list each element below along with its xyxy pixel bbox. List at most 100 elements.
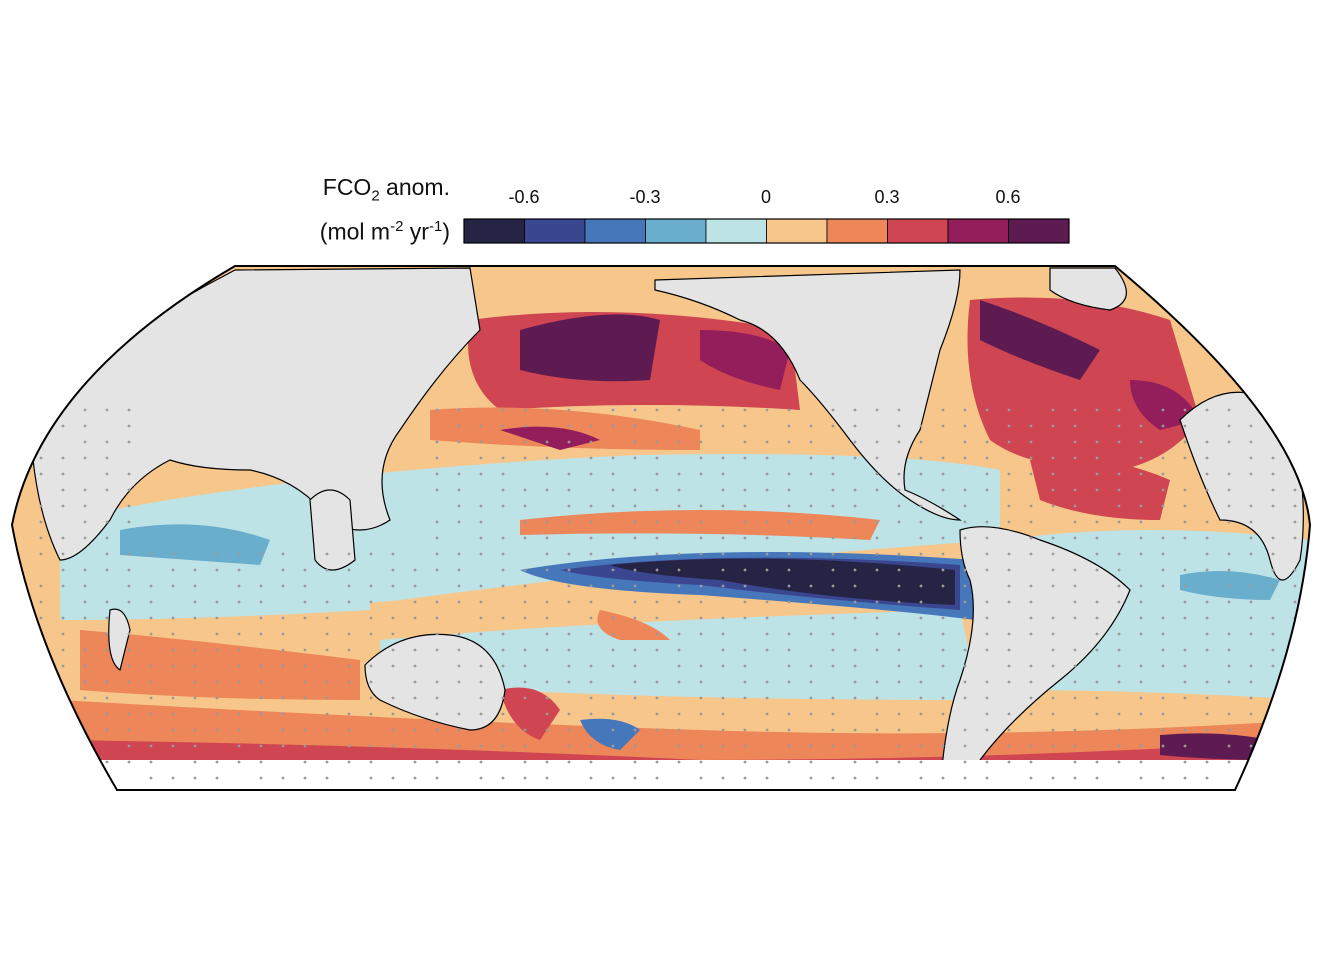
stipple-dot (281, 632, 285, 636)
stipple-dot (457, 600, 461, 604)
stipple-dot (611, 584, 615, 588)
stipple-dot (1029, 440, 1033, 444)
stipple-dot (501, 648, 505, 652)
stipple-dot (127, 520, 131, 524)
stipple-dot (391, 568, 395, 572)
stipple-dot (677, 760, 681, 764)
stipple-dot (127, 440, 131, 444)
stipple-dot (589, 552, 593, 556)
stipple-dot (875, 776, 879, 780)
stipple-dot (941, 696, 945, 700)
stipple-dot (831, 552, 835, 556)
stipple-dot (677, 664, 681, 668)
stipple-dot (1139, 664, 1143, 668)
stipple-dot (105, 632, 109, 636)
stipple-dot (1161, 552, 1165, 556)
stipple-dot (127, 424, 131, 428)
stipple-dot (1073, 664, 1077, 668)
stipple-dot (501, 536, 505, 540)
stipple-dot (1051, 616, 1055, 620)
stipple-dot (1227, 632, 1231, 636)
stipple-dot (985, 616, 989, 620)
stipple-dot (1205, 552, 1209, 556)
stipple-dot (259, 552, 263, 556)
stipple-dot (1316, 553, 1319, 556)
stipple-dot (809, 712, 813, 716)
stipple-dot (1249, 776, 1253, 780)
stipple-dot (523, 440, 527, 444)
stipple-dot (281, 776, 285, 780)
stipple-dot (1249, 632, 1253, 636)
stipple-dot (1293, 456, 1297, 460)
stipple-dot (809, 520, 813, 524)
stipple-dot (1205, 568, 1209, 572)
stipple-dot (985, 568, 989, 572)
stipple-dot (1007, 504, 1011, 508)
australia-landmass (364, 633, 506, 731)
stipple-dot (369, 696, 373, 700)
stipple-dot (1051, 648, 1055, 652)
stipple-dot (589, 776, 593, 780)
stipple-dot (1316, 713, 1319, 716)
stipple-dot (523, 520, 527, 524)
stipple-dot (1316, 409, 1319, 412)
stipple-dot (215, 680, 219, 684)
stipple-dot (765, 536, 769, 540)
stipple-dot (149, 600, 153, 604)
colorbar-title: FCO2 anom. (322, 174, 450, 205)
stipple-dot (1249, 504, 1253, 508)
stipple-dot (1271, 504, 1275, 508)
stipple-dot (281, 568, 285, 572)
stipple-dot (611, 696, 615, 700)
stipple-dot (831, 456, 835, 460)
stipple-dot (1095, 440, 1099, 444)
stipple-dot (1271, 712, 1275, 716)
stipple-dot (721, 408, 725, 412)
stipple-dot (435, 728, 439, 732)
stipple-dot (127, 600, 131, 604)
stipple-dot (567, 440, 571, 444)
stipple-dot (281, 584, 285, 588)
stipple-dot (303, 584, 307, 588)
stipple-dot (985, 472, 989, 476)
stipple-dot (567, 408, 571, 412)
stipple-dot (435, 536, 439, 540)
stipple-dot (1117, 728, 1121, 732)
stipple-dot (215, 632, 219, 636)
stipple-dot (677, 584, 681, 588)
stipple-dot (743, 584, 747, 588)
stipple-dot (1316, 537, 1319, 540)
stipple-dot (281, 552, 285, 556)
stipple-dot (1161, 408, 1165, 412)
stipple-dot (1183, 680, 1187, 684)
stipple-dot (1007, 664, 1011, 668)
stipple-dot (699, 616, 703, 620)
stipple-dot (809, 472, 813, 476)
stipple-dot (193, 648, 197, 652)
stipple-dot (413, 744, 417, 748)
stipple-dot (963, 584, 967, 588)
stipple-dot (1293, 424, 1297, 428)
stipple-dot (479, 440, 483, 444)
stipple-dot (545, 728, 549, 732)
stipple-dot (743, 424, 747, 428)
stipple-dot (1316, 617, 1319, 620)
stipple-dot (1205, 728, 1209, 732)
stipple-dot (369, 616, 373, 620)
stipple-dot (259, 744, 263, 748)
stipple-dot (1293, 776, 1297, 780)
stipple-dot (215, 712, 219, 716)
stipple-dot (633, 568, 637, 572)
stipple-dot (721, 456, 725, 460)
stipple-dot (1227, 504, 1231, 508)
stipple-dot (699, 440, 703, 444)
stipple-dot (941, 568, 945, 572)
stipple-dot (721, 424, 725, 428)
stipple-dot (1293, 408, 1297, 412)
stipple-dot (61, 616, 65, 620)
stipple-dot (435, 760, 439, 764)
stipple-dot (919, 424, 923, 428)
stipple-dot (193, 584, 197, 588)
stipple-dot (853, 504, 857, 508)
stipple-dot (1161, 584, 1165, 588)
